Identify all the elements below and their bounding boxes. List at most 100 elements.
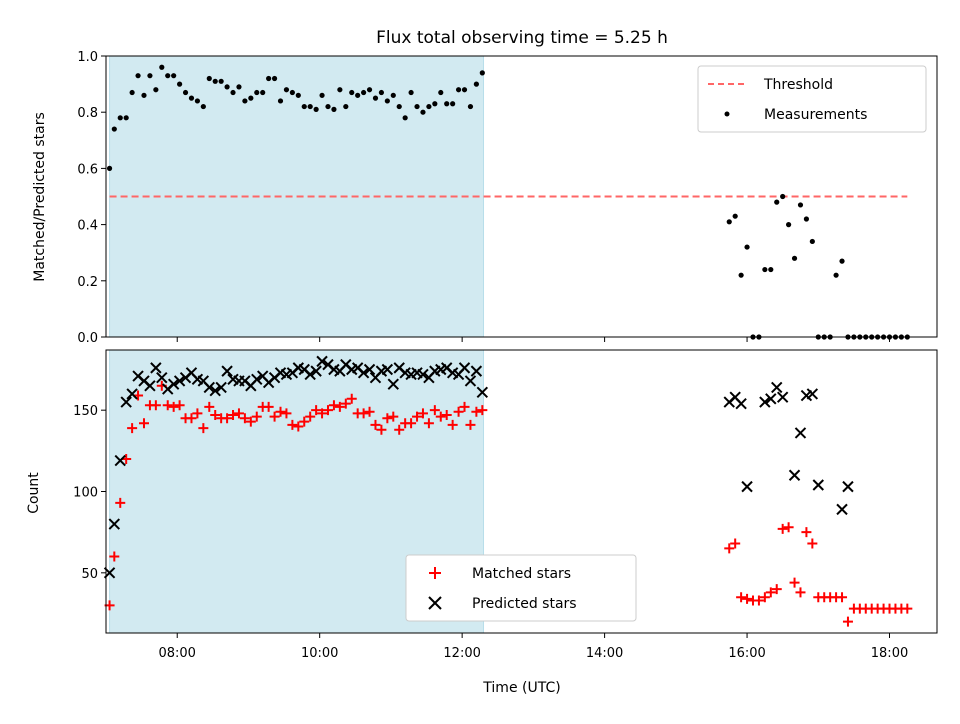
measurement-point: [289, 89, 295, 96]
matched-star-point: [423, 418, 434, 429]
matched-star-point: [186, 413, 197, 424]
measurement-point: [248, 95, 254, 101]
matched-star-point: [759, 592, 770, 603]
measurement-point: [461, 87, 468, 93]
measurement-point: [378, 89, 385, 96]
predicted-star-point: [381, 363, 394, 376]
predicted-star-point: [417, 368, 429, 381]
matched-star-point: [789, 577, 800, 588]
matched-star-point: [275, 406, 286, 417]
chart-title: Flux total observing time = 5.25 h: [376, 28, 668, 48]
measurement-point: [337, 87, 343, 93]
measurement-point: [307, 103, 313, 110]
predicted-star-point: [464, 375, 477, 387]
measurement-point: [744, 244, 750, 250]
measurement-point: [839, 258, 845, 264]
matched-star-point: [435, 411, 446, 422]
measurement-point: [809, 238, 815, 245]
measurement-point: [177, 81, 183, 87]
measurement-point: [444, 101, 450, 107]
predicted-star-point: [741, 480, 753, 493]
measurement-point: [343, 103, 349, 110]
predicted-star-point: [470, 365, 483, 377]
matched-star-point: [837, 592, 848, 603]
matched-star-point: [465, 419, 476, 430]
measurement-point: [473, 81, 479, 87]
matched-star-point: [801, 527, 812, 538]
x-tick-label: 08:00: [158, 646, 195, 661]
matched-star-point: [902, 603, 913, 614]
measurement-point: [301, 103, 307, 110]
measurement-point: [833, 272, 839, 278]
x-tick-label: 12:00: [443, 646, 480, 661]
matched-star-point: [322, 405, 333, 416]
legend-threshold-label: Threshold: [763, 77, 833, 93]
measurement-point: [260, 89, 266, 96]
predicted-star-point: [765, 393, 777, 405]
matched-star-point: [305, 411, 316, 422]
matched-star-point: [115, 497, 126, 508]
matched-star-point: [417, 408, 428, 419]
measurement-point: [106, 165, 113, 171]
measurement-point: [266, 75, 272, 82]
matched-star-point: [210, 410, 221, 421]
matched-star-point: [299, 416, 310, 427]
matched-star-point: [388, 411, 399, 422]
matched-star-point: [471, 406, 482, 417]
bottom-y-axis-label: Count: [26, 472, 42, 514]
matched-star-point: [281, 408, 292, 419]
predicted-star-point: [221, 365, 233, 377]
matched-star-point: [777, 523, 788, 534]
measurement-point: [141, 92, 147, 98]
measurement-point: [295, 92, 301, 98]
predicted-star-point: [836, 503, 848, 516]
measurement-point: [390, 92, 396, 98]
matched-star-point: [453, 406, 464, 417]
measurement-point: [396, 103, 402, 110]
predicted-star-point: [794, 427, 807, 439]
matched-star-point: [429, 405, 440, 416]
matched-star-point: [412, 411, 423, 422]
predicted-star-point: [144, 380, 156, 392]
measurement-point: [236, 84, 242, 90]
measurement-point: [147, 73, 153, 79]
matched-star-point: [340, 398, 351, 409]
matched-star-point: [842, 616, 853, 627]
plot-frame: [105, 349, 938, 634]
matched-star-point: [109, 551, 120, 562]
measurement-point: [738, 272, 744, 278]
predicted-star-point: [126, 388, 138, 400]
measurement-point: [402, 115, 408, 121]
predicted-star-point: [759, 396, 771, 408]
predicted-star-point: [476, 386, 489, 398]
measurement-point: [803, 216, 810, 222]
measurement-point: [414, 103, 420, 110]
predicted-star-point: [173, 375, 186, 387]
matched-star-point: [394, 424, 405, 435]
measurement-point: [212, 78, 218, 84]
measurement-point: [159, 64, 165, 70]
predicted-star-point: [304, 368, 316, 381]
measurement-point: [194, 98, 201, 104]
matched-star-point: [406, 418, 417, 429]
measurement-point: [780, 193, 786, 200]
measurement-point: [319, 92, 325, 98]
measurement-point: [111, 126, 117, 132]
measurement-point: [331, 106, 337, 112]
matched-star-point: [192, 408, 203, 419]
measurement-point: [230, 89, 236, 96]
matched-star-point: [263, 401, 274, 412]
matched-star-point: [376, 424, 387, 435]
predicted-star-point: [215, 381, 227, 394]
measurement-point: [432, 101, 438, 107]
count-panel: 50 100 150 08:00 10:00 12:00 14:00 16:00 18:00: [73, 349, 938, 661]
legend-measurements-label: Measurements: [764, 107, 867, 123]
y-tick-label: 0.0: [77, 331, 98, 346]
matched-star-point: [795, 587, 806, 598]
ratio-panel: 0.0 0.2 0.4 0.6 0.8 1.0: [77, 50, 938, 346]
measurement-point: [372, 95, 379, 101]
legend-matched-label: Matched stars: [472, 566, 571, 582]
matched-star-point: [150, 400, 161, 411]
measurement-point: [277, 98, 284, 104]
predicted-star-point: [150, 362, 162, 374]
